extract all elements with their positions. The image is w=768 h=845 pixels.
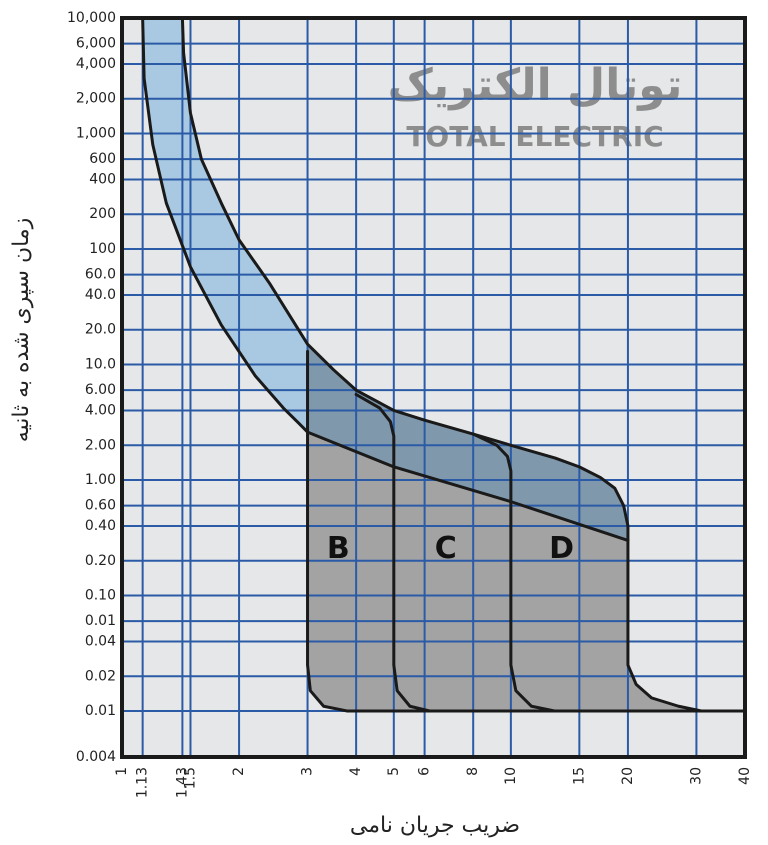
y-tick-label: 1,000 xyxy=(76,126,116,142)
x-tick-label: 1.43 xyxy=(174,767,190,798)
region-label: C xyxy=(435,531,457,566)
x-tick-label: 5 xyxy=(386,767,402,776)
y-tick-label: 0.02 xyxy=(85,668,116,684)
y-tick-label: 0.004 xyxy=(76,749,116,765)
y-tick-label: 60.0 xyxy=(85,267,116,283)
region-label: D xyxy=(549,531,574,566)
x-tick-label: 1 xyxy=(114,767,130,776)
y-tick-label: 0.60 xyxy=(85,498,116,514)
x-tick-label: 3 xyxy=(300,767,316,776)
y-tick-label: 4.00 xyxy=(85,402,116,418)
x-tick-label: 6 xyxy=(417,767,433,776)
region-label: B xyxy=(327,531,350,566)
x-tick-label: 4 xyxy=(348,767,364,776)
x-tick-label: 2 xyxy=(231,767,247,776)
y-tick-label: 20.0 xyxy=(85,322,116,338)
y-tick-label: 1.00 xyxy=(85,472,116,488)
y-tick-label: 2.00 xyxy=(85,437,116,453)
y-tick-label: 6.00 xyxy=(85,382,116,398)
curve xyxy=(306,430,630,542)
curve xyxy=(471,432,557,713)
y-tick-label: 0.10 xyxy=(85,588,116,604)
overlap-region xyxy=(307,344,628,541)
y-tick-label: 400 xyxy=(89,171,116,187)
curve xyxy=(306,349,349,713)
watermark: TOTAL ELECTRIC xyxy=(406,120,663,153)
y-tick-label: 0.20 xyxy=(85,553,116,569)
y-tick-label: 4,000 xyxy=(76,56,116,72)
y-tick-label: 0.04 xyxy=(85,633,116,649)
x-axis-title: ضریب جریان نامی xyxy=(350,813,520,838)
y-axis-title: زمان سپری شده به ثانیه xyxy=(9,218,34,442)
curve xyxy=(180,16,630,542)
plot-frame xyxy=(120,16,747,759)
y-tick-label: 100 xyxy=(89,241,116,257)
y-tick-label: 0.40 xyxy=(85,518,116,534)
y-tick-label: 200 xyxy=(89,206,116,222)
x-tick-label: 1.13 xyxy=(135,767,151,798)
y-tick-label: 40.0 xyxy=(85,287,116,303)
watermark: توتال الکتریک xyxy=(388,60,683,111)
curve xyxy=(141,16,310,434)
x-tick-label: 20 xyxy=(620,767,636,785)
curve xyxy=(626,538,704,713)
y-tick-label: 0.01 xyxy=(85,613,116,629)
y-tick-label: 0.01 xyxy=(85,703,116,719)
y-tick-label: 10,000 xyxy=(67,10,116,26)
x-tick-label: 40 xyxy=(737,767,753,785)
y-tick-label: 600 xyxy=(89,151,116,167)
y-tick-label: 2,000 xyxy=(76,91,116,107)
y-tick-label: 10.0 xyxy=(85,357,116,373)
y-tick-label: 6,000 xyxy=(76,36,116,52)
x-tick-label: 15 xyxy=(571,767,587,785)
x-tick-label: 30 xyxy=(688,767,704,785)
x-tick-label: 1.5 xyxy=(182,767,198,789)
curve xyxy=(354,393,432,713)
x-tick-label: 8 xyxy=(465,767,481,776)
x-tick-label: 10 xyxy=(503,767,519,785)
